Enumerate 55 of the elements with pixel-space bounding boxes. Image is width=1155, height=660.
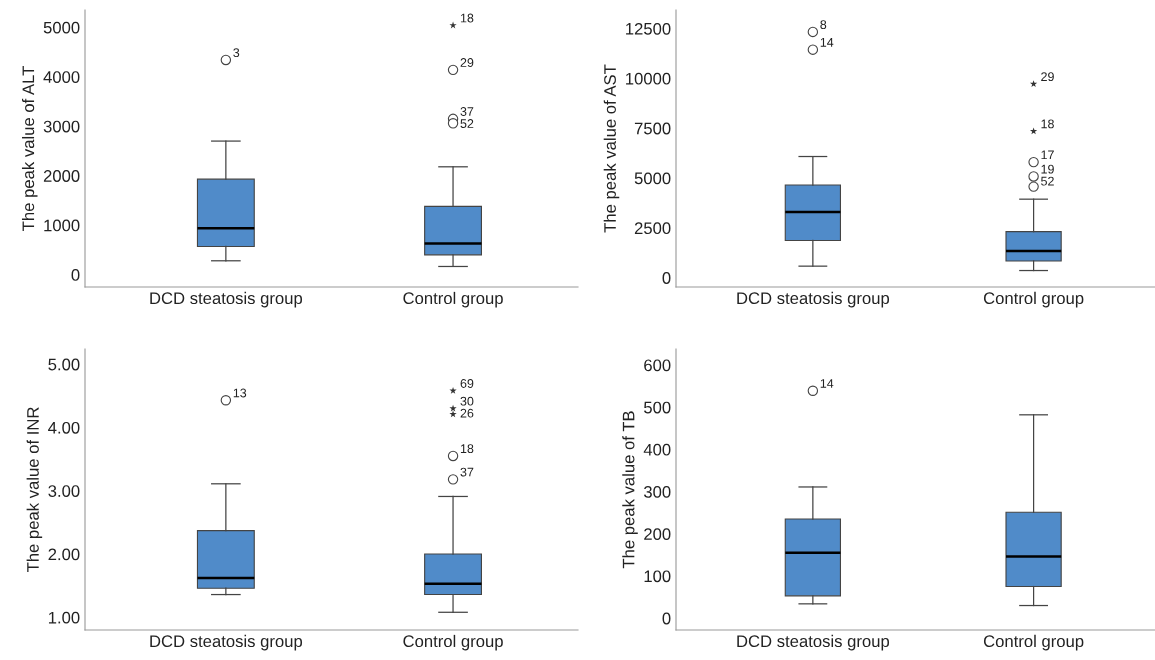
y-tick-label: 2.00 [48,548,80,561]
y-tick-label: 600 [644,359,671,372]
x-tick-label: Control group [983,634,1084,651]
annotation: 37 [460,107,474,116]
y-tick-label: 4.00 [48,421,80,434]
y-tick-label: 200 [644,528,671,540]
y-tick-label: 10000 [626,72,671,85]
y-tick-label: 3000 [43,120,80,133]
y-axis-title: The peak value of ALT [21,66,38,231]
y-tick-label: 5000 [634,172,671,185]
annotation: 13 [233,388,247,398]
x-tick-label: DCD steatosis group [737,634,890,651]
annotation: 14 [820,38,834,47]
annotation: 17 [1041,150,1054,160]
y-tick-label: 0 [662,272,671,284]
y-tick-label: 100 [644,570,671,583]
annotation: 18 [460,444,474,454]
y-tick-label: 2000 [43,170,80,182]
y-tick-label: 2500 [634,222,671,235]
annotation: 18 [1041,119,1054,129]
y-tick-label: 5000 [43,21,80,34]
x-tick-label: Control group [403,634,503,651]
annotation: 18 [460,13,474,23]
x-tick-label: Control group [983,291,1084,308]
annotation: 19 [1041,164,1054,174]
x-tick-label: DCD steatosis group [150,291,303,308]
y-tick-label: 1000 [44,219,80,232]
annotation: 26 [460,408,474,418]
y-axis-title: The peak value of AST [603,64,620,233]
annotation: 52 [460,119,474,128]
x-tick-label: DCD steatosis group [150,634,303,651]
y-tick-label: 4000 [43,71,80,83]
y-tick-label: 0 [71,269,80,281]
annotation: 29 [460,58,474,67]
y-tick-label: 5.00 [48,358,80,371]
x-tick-label: DCD steatosis group [737,291,890,308]
y-tick-label: 7500 [634,122,671,135]
annotation: 29 [1041,72,1054,82]
annotation: 69 [460,379,474,388]
x-tick-label: Control group [403,291,503,308]
y-axis-title: The peak value of TB [622,411,638,569]
y-tick-label: 12500 [626,22,671,35]
y-tick-label: 300 [643,486,671,498]
annotation: 30 [460,396,474,406]
y-tick-label: 1.00 [48,611,80,624]
y-tick-label: 0 [662,612,671,625]
y-tick-label: 500 [644,401,671,414]
annotation: 37 [460,467,474,477]
annotation: 3 [233,48,240,58]
y-tick-label: 400 [643,443,671,456]
y-axis-title: The peak value of INR [26,407,43,573]
y-tick-label: 3.00 [48,485,80,497]
annotation: 8 [820,20,827,30]
annotation: 52 [1041,176,1054,186]
annotation: 14 [820,379,834,388]
